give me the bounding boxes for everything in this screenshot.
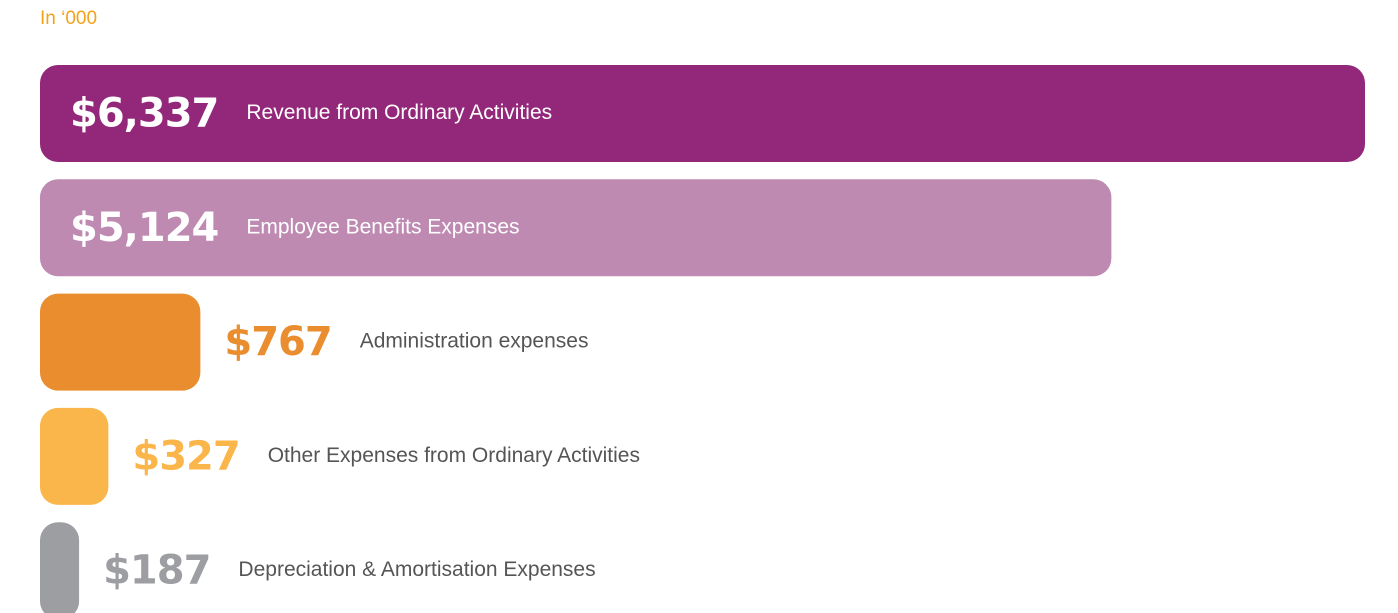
bar [40,407,109,505]
category-label: Revenue from Ordinary Activities [246,101,552,124]
bar [40,179,1112,277]
subtitle: In ‘000 [40,8,97,29]
category-label: Other Expenses from Ordinary Activities [268,444,640,467]
value-label: $767 [224,319,331,365]
bar [40,522,80,613]
value-label: $187 [103,548,210,594]
value-label: $5,124 [70,205,218,251]
bar [40,293,201,391]
value-label: $327 [132,433,239,479]
category-label: Employee Benefits Expenses [246,215,519,238]
category-label: Administration expenses [360,330,589,353]
bar [40,65,1365,162]
category-label: Depreciation & Amortisation Expenses [238,558,595,581]
value-label: $6,337 [70,91,218,137]
